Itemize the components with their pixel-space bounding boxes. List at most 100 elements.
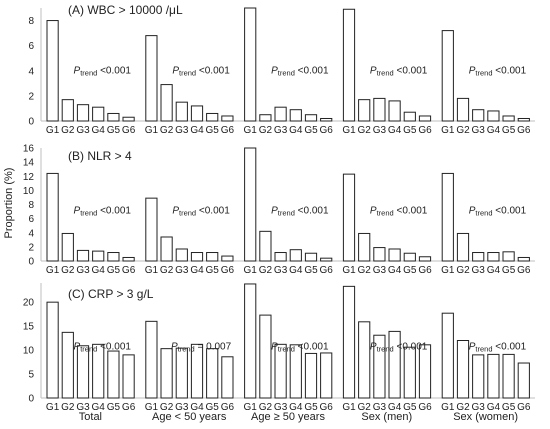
bar: [46, 172, 59, 262]
y-tick-label: 6: [28, 214, 34, 225]
x-tick-label: G6: [418, 265, 432, 276]
x-tick-label: G5: [206, 265, 220, 276]
y-tick-label: 4: [28, 228, 34, 239]
bar: [358, 321, 371, 399]
p-trend-annotation: Ptrend <0.001: [370, 342, 428, 354]
bar: [304, 252, 318, 262]
x-tick-label: G6: [221, 402, 235, 413]
bar: [206, 252, 219, 262]
group-label: Sex (men): [361, 411, 412, 423]
x-tick-label: G3: [76, 265, 90, 276]
x-tick-label: G4: [190, 265, 204, 276]
x-tick-label: G5: [403, 402, 417, 413]
y-tick-label: 2: [28, 242, 34, 253]
x-tick-label: G2: [160, 125, 174, 136]
x-tick-label: G5: [107, 125, 121, 136]
panel-group: G1 G2 G3 G4 G5 G6 Ptrend <0.001: [244, 147, 333, 276]
bar: [175, 101, 188, 122]
bar: [160, 84, 173, 122]
panel-group: G1 G2 G3 G4 G5 G6 Ptrend <0.001: [342, 173, 432, 276]
bar: [320, 352, 333, 399]
x-tick-label: G3: [76, 125, 90, 136]
y-tick-label: 8: [28, 16, 34, 27]
bar: [373, 334, 386, 399]
bar: [403, 346, 416, 399]
x-tick-label: G2: [358, 402, 372, 413]
bar: [92, 343, 105, 399]
y-tick-label: 4: [28, 66, 34, 77]
panel-group: G1 G2 G3 G4 G5 G6 Ptrend <0.001: [342, 8, 432, 136]
x-tick-label: G6: [221, 125, 235, 136]
y-tick-label: 0: [28, 394, 34, 405]
bar: [259, 114, 272, 122]
x-tick-label: G5: [304, 402, 318, 413]
bar: [388, 100, 401, 122]
x-tick-label: G3: [472, 125, 486, 136]
bar: [418, 115, 432, 122]
y-axis-label: Proportion (%): [3, 168, 15, 239]
panel-title: (B) NLR > 4: [68, 149, 132, 163]
bar: [517, 362, 530, 399]
bar: [61, 99, 74, 122]
bar: [388, 248, 401, 262]
x-tick-label: G6: [517, 402, 531, 413]
x-tick-label: G3: [76, 402, 90, 413]
bar: [320, 117, 333, 122]
x-tick-label: G2: [456, 402, 470, 413]
bar: [160, 236, 173, 262]
p-trend-annotation: Ptrend <0.001: [370, 206, 428, 218]
x-tick-label: G3: [274, 402, 288, 413]
bar: [418, 344, 432, 399]
bar: [76, 345, 90, 399]
y-tick-label: 14: [23, 158, 35, 169]
x-tick-label: G5: [304, 125, 318, 136]
x-tick-label: G5: [403, 265, 417, 276]
panel-group: G1 G2 G3 G4 G5 G6 Ptrend <0.001: [145, 197, 235, 276]
bar: [107, 350, 120, 399]
x-tick-label: G4: [92, 125, 106, 136]
bar: [373, 247, 386, 262]
bar: [221, 356, 234, 399]
bar: [358, 232, 371, 262]
p-trend-annotation: Ptrend <0.001: [370, 66, 428, 78]
x-tick-label: G5: [206, 125, 220, 136]
bar: [274, 252, 287, 262]
bar: [472, 109, 485, 122]
bar: [76, 104, 90, 122]
bar: [259, 314, 272, 399]
x-tick-label: G2: [160, 402, 174, 413]
panel-title: (A) WBC > 10000 /μL: [68, 3, 183, 17]
bar: [456, 232, 470, 262]
bar: [289, 109, 302, 122]
x-tick-label: G2: [61, 125, 75, 136]
x-tick-label: G4: [487, 265, 501, 276]
x-tick-label: G3: [373, 265, 387, 276]
bar: [145, 320, 158, 399]
group-label: Age < 50 years: [152, 411, 227, 423]
x-tick-label: G6: [320, 402, 334, 413]
x-tick-label: G3: [472, 402, 486, 413]
bar: [487, 353, 500, 399]
group-label: Sex (women): [453, 411, 518, 423]
y-tick-label: 15: [23, 322, 35, 333]
bar: [259, 230, 272, 262]
x-tick-label: G3: [373, 125, 387, 136]
bar: [122, 116, 135, 122]
bar: [304, 114, 318, 122]
p-trend-annotation: Ptrend <0.001: [74, 66, 132, 78]
y-tick-label: 2: [28, 91, 34, 102]
x-tick-label: G6: [122, 125, 136, 136]
x-tick-label: G2: [61, 265, 75, 276]
bar: [517, 256, 530, 262]
x-tick-label: G5: [502, 265, 516, 276]
x-tick-label: G4: [190, 125, 204, 136]
bar: [46, 20, 59, 122]
panel-group: G1 G2 G3 G4 G5 G6 Ptrend <0.001: [46, 172, 136, 276]
bar: [441, 30, 454, 122]
y-tick-label: 6: [28, 41, 34, 52]
bar: [403, 252, 416, 262]
x-tick-label: G1: [46, 265, 60, 276]
x-tick-label: G2: [259, 125, 273, 136]
p-trend-annotation: Ptrend <0.001: [271, 342, 329, 354]
x-tick-label: G6: [418, 402, 432, 413]
